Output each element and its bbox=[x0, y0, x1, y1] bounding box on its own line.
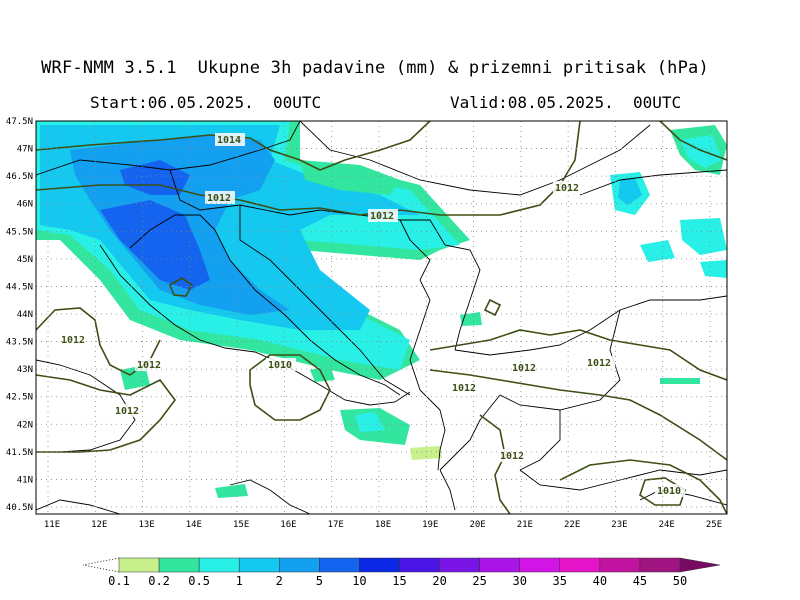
start-time: Start:06.05.2025. 00UTC bbox=[90, 93, 322, 112]
map-title: WRF-NMM 3.5.1 Ukupne 3h padavine (mm) & … bbox=[41, 58, 709, 78]
isobar-label: 1012 bbox=[370, 211, 394, 222]
precipitation-legend: 0.1 0.2 0.5 1 2 5 10 15 20 25 30 35 40 45 50 bbox=[82, 557, 721, 588]
legend-tick-label: 35 bbox=[553, 574, 567, 588]
legend-swatch bbox=[519, 557, 561, 573]
lat-tick-label: 46.5N bbox=[6, 172, 33, 182]
legend-tick-label: 5 bbox=[316, 574, 323, 588]
lon-tick-label: 17E bbox=[328, 520, 344, 530]
lat-tick-label: 41.5N bbox=[6, 448, 33, 458]
legend-tick-label: 45 bbox=[633, 574, 647, 588]
isobar-label: 1012 bbox=[115, 406, 139, 417]
isobar-label: 1014 bbox=[217, 135, 241, 146]
lon-tick-label: 25E bbox=[706, 520, 722, 530]
lat-tick-label: 41N bbox=[17, 475, 33, 485]
isobar-label: 1012 bbox=[587, 358, 611, 369]
legend-swatch bbox=[158, 557, 200, 573]
legend-tick-label: 40 bbox=[593, 574, 607, 588]
legend-tick-label: 2 bbox=[276, 574, 283, 588]
lon-tick-label: 16E bbox=[280, 520, 296, 530]
valid-time: Valid:08.05.2025. 00UTC bbox=[450, 93, 682, 112]
legend-tick-label: 30 bbox=[512, 574, 526, 588]
legend-swatch bbox=[479, 557, 520, 573]
lat-tick-label: 44.5N bbox=[6, 282, 33, 292]
isobar-labels: 1014 1012 1012 1012 1012 1012 1012 1010 … bbox=[59, 133, 685, 497]
lon-tick-label: 12E bbox=[91, 520, 107, 530]
legend-tick-label: 0.5 bbox=[188, 574, 210, 588]
lat-tick-label: 45.5N bbox=[6, 227, 33, 237]
isobar-label: 1012 bbox=[61, 335, 85, 346]
lon-tick-label: 23E bbox=[611, 520, 627, 530]
lon-tick-label: 14E bbox=[186, 520, 202, 530]
legend-swatch bbox=[359, 557, 400, 573]
lat-tick-label: 44N bbox=[17, 310, 33, 320]
map-frame bbox=[35, 120, 728, 515]
lon-tick-label: 13E bbox=[138, 520, 154, 530]
lon-tick-label: 19E bbox=[422, 520, 438, 530]
legend-swatch bbox=[599, 557, 641, 573]
legend-tick-label: 25 bbox=[472, 574, 486, 588]
legend-swatch bbox=[198, 557, 240, 573]
lon-tick-label: 21E bbox=[517, 520, 533, 530]
lat-tick-label: 42N bbox=[17, 420, 33, 430]
isobar-label: 1012 bbox=[500, 451, 524, 462]
legend-tick-label: 0.2 bbox=[148, 574, 170, 588]
legend-under-arrow bbox=[82, 557, 120, 573]
isobar-label: 1012 bbox=[555, 183, 579, 194]
legend-swatch bbox=[238, 557, 280, 573]
lat-tick-label: 43N bbox=[17, 365, 33, 375]
legend-tick-label: 20 bbox=[432, 574, 446, 588]
legend-swatch bbox=[439, 557, 480, 573]
legend-swatch bbox=[118, 557, 160, 573]
isobar-label: 1010 bbox=[268, 360, 292, 371]
lon-tick-label: 24E bbox=[659, 520, 675, 530]
legend-swatch bbox=[559, 557, 601, 573]
legend-swatch bbox=[639, 557, 681, 573]
lon-tick-label: 11E bbox=[44, 520, 60, 530]
lon-tick-label: 20E bbox=[469, 520, 485, 530]
legend-swatch bbox=[399, 557, 440, 573]
lon-tick-label: 18E bbox=[375, 520, 391, 530]
legend-over-arrow bbox=[679, 557, 721, 573]
isobar-label: 1012 bbox=[137, 360, 161, 371]
legend-tick-label: 1 bbox=[236, 574, 243, 588]
latitude-axis: 47.5N 47N 46.5N 46N 45.5N 45N 44.5N 44N 43.5N 43N… bbox=[6, 117, 33, 513]
lat-tick-label: 40.5N bbox=[6, 503, 33, 513]
precipitation-field bbox=[36, 121, 727, 498]
lat-tick-label: 46N bbox=[17, 200, 33, 210]
lat-tick-label: 47N bbox=[17, 145, 33, 155]
lat-tick-label: 43.5N bbox=[6, 338, 33, 348]
lon-tick-label: 15E bbox=[233, 520, 249, 530]
legend-swatch bbox=[279, 557, 320, 573]
legend-tick-label: 10 bbox=[352, 574, 366, 588]
isobar-label: 1010 bbox=[657, 486, 681, 497]
lat-tick-label: 47.5N bbox=[6, 117, 33, 127]
lat-tick-label: 42.5N bbox=[6, 393, 33, 403]
lat-tick-label: 45N bbox=[17, 255, 33, 265]
legend-tick-label: 15 bbox=[392, 574, 406, 588]
lon-tick-label: 22E bbox=[564, 520, 580, 530]
legend-tick-label: 50 bbox=[673, 574, 687, 588]
isobar-label: 1012 bbox=[512, 363, 536, 374]
legend-swatch bbox=[319, 557, 360, 573]
legend-tick-label: 0.1 bbox=[108, 574, 130, 588]
coastlines bbox=[36, 214, 727, 514]
isobar-label: 1012 bbox=[452, 383, 476, 394]
isobar-label: 1012 bbox=[207, 193, 231, 204]
graticule bbox=[36, 121, 727, 514]
country-borders bbox=[36, 121, 727, 471]
longitude-axis: 11E 12E 13E 14E 15E 16E 17E 18E 19E 20E 21E 22E 23E 2… bbox=[44, 520, 722, 530]
